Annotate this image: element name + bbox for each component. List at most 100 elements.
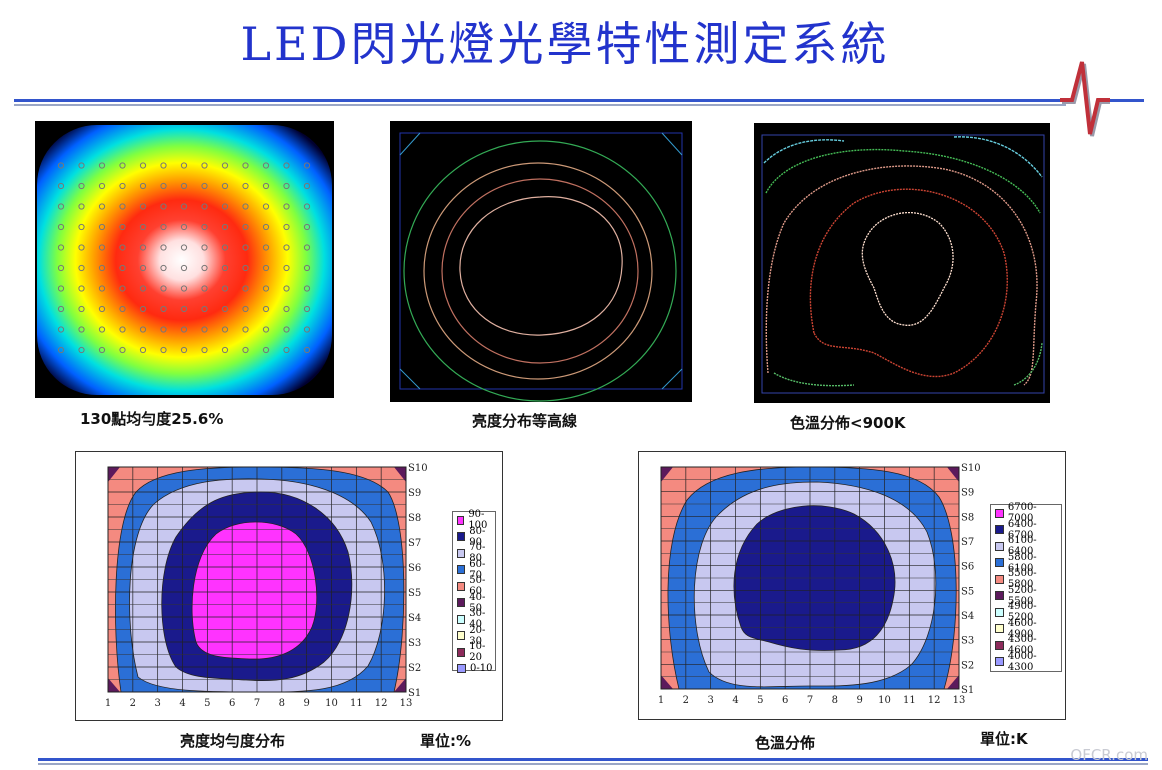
legend-swatch <box>995 525 1004 535</box>
x-tick-label: 12 <box>375 698 388 709</box>
legend-swatch <box>995 657 1004 667</box>
x-tick-label: 7 <box>807 695 813 706</box>
legend-swatch <box>457 598 466 608</box>
uniformity-heatmap-image <box>35 121 334 398</box>
x-tick-label: 9 <box>856 695 862 706</box>
legend-swatch <box>457 565 466 575</box>
x-tick-label: 6 <box>229 698 235 709</box>
corner-mark-0 <box>661 467 673 482</box>
legend-label: 6100-6400 <box>1007 535 1037 558</box>
corner-mark-1 <box>947 467 959 482</box>
color-unit-caption: 單位:K <box>980 730 1028 748</box>
legend-swatch <box>457 614 466 624</box>
legend-swatch <box>995 574 1004 584</box>
legend-item: 5500-5800 <box>991 568 1061 591</box>
contour-band-3 <box>191 521 318 660</box>
color-temp-contour-image <box>754 123 1050 403</box>
legend-label: 20-30 <box>469 624 486 647</box>
legend-item: 6100-6400 <box>991 535 1061 558</box>
legend-label: 4600-4900 <box>1007 617 1037 640</box>
legend-swatch <box>457 515 465 525</box>
legend-swatch <box>995 624 1004 634</box>
legend-label: 60-70 <box>469 558 486 581</box>
legend-swatch <box>457 581 466 591</box>
corner-mark-3 <box>947 675 959 689</box>
x-tick-label: 10 <box>878 695 891 706</box>
legend-item: 5200-5500 <box>991 585 1061 607</box>
legend-swatch <box>995 558 1004 568</box>
legend-label: 40-50 <box>469 591 486 614</box>
x-tick-label: 3 <box>154 698 160 709</box>
legend-label: 30-40 <box>469 608 486 631</box>
y-tick-label: S9 <box>408 488 421 499</box>
y-tick-label: S6 <box>408 563 421 574</box>
legend-label: 4000-4300 <box>1007 650 1037 673</box>
legend-item: 60-70 <box>453 558 495 581</box>
legend-swatch <box>995 591 1004 601</box>
legend-swatch <box>457 532 466 542</box>
legend-item: 6700-7000 <box>991 502 1061 525</box>
y-tick-label: S5 <box>961 586 974 597</box>
x-tick-label: 8 <box>279 698 285 709</box>
legend-item: 5800-6100 <box>991 552 1061 574</box>
legend-item: 30-40 <box>453 608 495 631</box>
legend-label: 4900-5200 <box>1007 601 1037 624</box>
x-tick-label: 7 <box>254 698 260 709</box>
x-tick-label: 13 <box>400 698 413 709</box>
header-rule-shadow <box>14 104 1066 106</box>
corner-mark-1 <box>394 467 406 482</box>
legend-swatch <box>995 640 1004 650</box>
y-tick-label: S8 <box>961 512 974 523</box>
y-tick-label: S2 <box>961 660 974 671</box>
legend-item: 90-100 <box>453 509 495 532</box>
corner-mark-0 <box>108 467 120 482</box>
legend-label: 6400-6700 <box>1007 518 1037 541</box>
legend-item: 50-60 <box>453 575 495 597</box>
legend-item: 6400-6700 <box>991 518 1061 541</box>
y-tick-label: S8 <box>408 513 421 524</box>
x-tick-label: 9 <box>303 698 309 709</box>
color-temp-legend: 6700-7000 6400-6700 6100-6400 5800-6100 5500… <box>990 502 1062 673</box>
brightness-legend: 90-100 80-90 70-80 60-70 50-60 40-50 30-40 20-3… <box>452 509 496 674</box>
y-tick-label: S7 <box>408 538 421 549</box>
legend-label: 80-90 <box>469 525 486 548</box>
legend-item: 4300-4600 <box>991 634 1061 657</box>
x-tick-label: 11 <box>350 698 363 709</box>
y-tick-label: S10 <box>961 463 981 474</box>
legend-label: 0-10 <box>470 663 493 675</box>
y-tick-label: S3 <box>961 636 974 647</box>
legend-label: 90-100 <box>468 509 488 532</box>
legend-label: 10-20 <box>469 641 486 664</box>
color-temp-distribution-chart: 1 2 3 4 5 6 7 8 9 10 11 12 13 S1 S2 S3 S4 S5 S6 S7 S8 S9 S10 6… <box>638 451 1066 720</box>
plot-frame <box>107 466 407 693</box>
watermark-text: OFCR.com <box>1070 746 1148 764</box>
contour-caption: 亮度分布等高線 <box>472 412 578 430</box>
legend-item: 80-90 <box>453 525 495 548</box>
x-tick-label: 2 <box>683 695 689 706</box>
x-tick-label: 2 <box>130 698 136 709</box>
y-tick-label: S4 <box>408 613 421 624</box>
x-tick-label: 11 <box>903 695 916 706</box>
legend-item: 10-20 <box>453 641 495 664</box>
legend-swatch <box>995 541 1004 551</box>
legend-label: 6700-7000 <box>1007 502 1037 525</box>
brightness-unit-caption: 單位:% <box>420 732 472 750</box>
legend-item: 0-10 <box>453 661 495 678</box>
y-tick-label: S2 <box>408 663 421 674</box>
header-rule <box>14 99 1066 102</box>
y-tick-label: S10 <box>408 463 428 474</box>
legend-swatch <box>995 508 1004 518</box>
legend-label: 4300-4600 <box>1007 634 1037 657</box>
footer-rule-shadow <box>38 763 1148 765</box>
plot-frame <box>660 466 960 690</box>
corner-mark-2 <box>661 675 673 689</box>
y-tick-label: S4 <box>961 611 974 622</box>
footer-rule <box>38 758 1148 761</box>
x-tick-label: 1 <box>658 695 664 706</box>
legend-label: 5500-5800 <box>1007 568 1037 591</box>
legend-item: 4000-4300 <box>991 650 1061 673</box>
legend-swatch <box>457 631 466 641</box>
x-tick-label: 12 <box>928 695 941 706</box>
